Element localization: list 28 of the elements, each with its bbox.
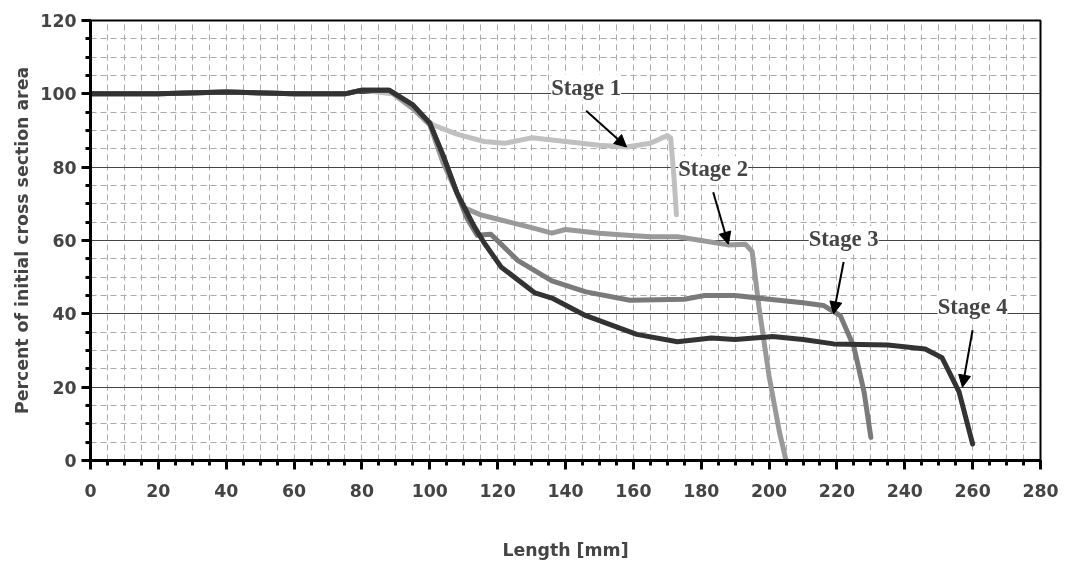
x-tick-label: 220 xyxy=(818,480,856,501)
x-tick-label: 160 xyxy=(615,480,652,501)
y-axis-title: Percent of initial cross section area xyxy=(12,66,33,415)
y-tick-label: 60 xyxy=(52,231,77,251)
y-tick-label: 120 xyxy=(40,11,77,31)
annotation: Stage 1 xyxy=(551,74,622,100)
annotation: Stage 4 xyxy=(937,294,1008,320)
x-axis-title: Length [mm] xyxy=(502,539,629,560)
x-tick-label: 240 xyxy=(886,480,923,501)
x-tick-label: 280 xyxy=(1022,480,1059,501)
y-tick-label: 100 xyxy=(40,84,77,105)
x-tick-label: 20 xyxy=(146,480,171,501)
x-tick-label: 80 xyxy=(349,480,374,501)
y-tick-label: 20 xyxy=(52,377,77,398)
y-tick-label: 80 xyxy=(52,157,77,178)
x-tick-label: 100 xyxy=(411,480,448,501)
y-tick-label: 0 xyxy=(64,451,77,471)
x-tick-label: 40 xyxy=(214,480,239,501)
x-tick-label: 260 xyxy=(954,480,991,501)
annotation: Stage 3 xyxy=(808,225,879,251)
y-tick-label: 40 xyxy=(52,304,77,325)
x-tick-label: 120 xyxy=(479,480,516,501)
x-tick-label: 140 xyxy=(547,480,584,501)
annotation: Stage 2 xyxy=(678,156,749,182)
x-tick-label: 0 xyxy=(84,480,97,501)
x-tick-label: 180 xyxy=(683,480,720,501)
x-tick-label: 60 xyxy=(282,480,307,501)
x-tick-label: 200 xyxy=(750,480,788,501)
